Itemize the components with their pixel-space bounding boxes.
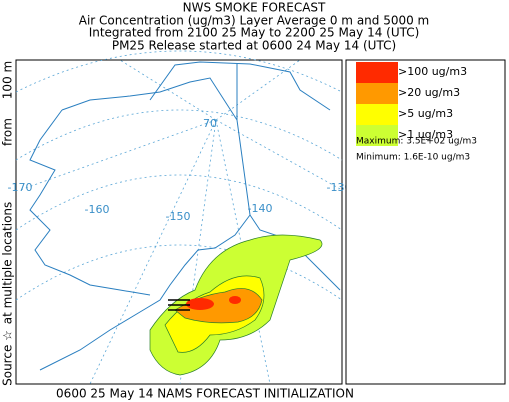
legend-swatch [356,104,398,125]
subtitle: PM25 Release started at 0600 24 May 14 (… [112,39,396,53]
subtitle: Air Concentration (ug/m3) Layer Average … [79,14,430,28]
smoke-plume [149,234,323,376]
grid-label: -160 [85,203,110,216]
legend-swatch [356,125,398,146]
side-text: from [1,118,15,146]
legend-label: >5 ug/m3 [398,107,453,120]
latitude-line [15,244,343,301]
subtitle: Integrated from 2100 25 May to 2200 25 M… [89,26,420,40]
legend-minimum: Minimum: 1.6E-10 ug/m3 [356,153,470,163]
footer: 0600 25 May 14 NAMS FORECAST INITIALIZAT… [56,387,354,401]
grid-label: -170 [8,181,33,194]
legend-label: >1 ug/m3 [398,128,453,141]
grid-label: -140 [248,202,273,215]
side-text: 100 m [1,61,15,99]
longitude-line [89,119,217,385]
legend-swatch [356,62,398,83]
legend-label: >20 ug/m3 [398,86,460,99]
grid-label: -150 [166,210,191,223]
longitude-line [215,119,343,191]
legend-label: >100 ug/m3 [398,65,467,78]
latitude-line [15,109,343,161]
grid-label: -130 [327,181,352,194]
longitude-line [215,59,301,121]
latitude-line [15,174,343,231]
coastline [149,61,331,111]
legend-maximum: Maximum: 3.5E+02 ug/m3 [356,137,477,147]
grid-label: 70 [203,117,217,130]
map [15,50,343,385]
side-text: at multiple locations [1,202,15,325]
side-text: Source ☆ [1,330,15,386]
longitude-line [119,59,217,121]
legend: >100 ug/m3 >20 ug/m3 >5 ug/m3 >1 ug/m3 [356,62,467,146]
side-label: Source ☆ at multiple locations from 100 … [1,61,15,386]
title: NWS SMOKE FORECAST [183,1,326,15]
latitude-line [15,50,343,93]
legend-swatch [356,83,398,104]
